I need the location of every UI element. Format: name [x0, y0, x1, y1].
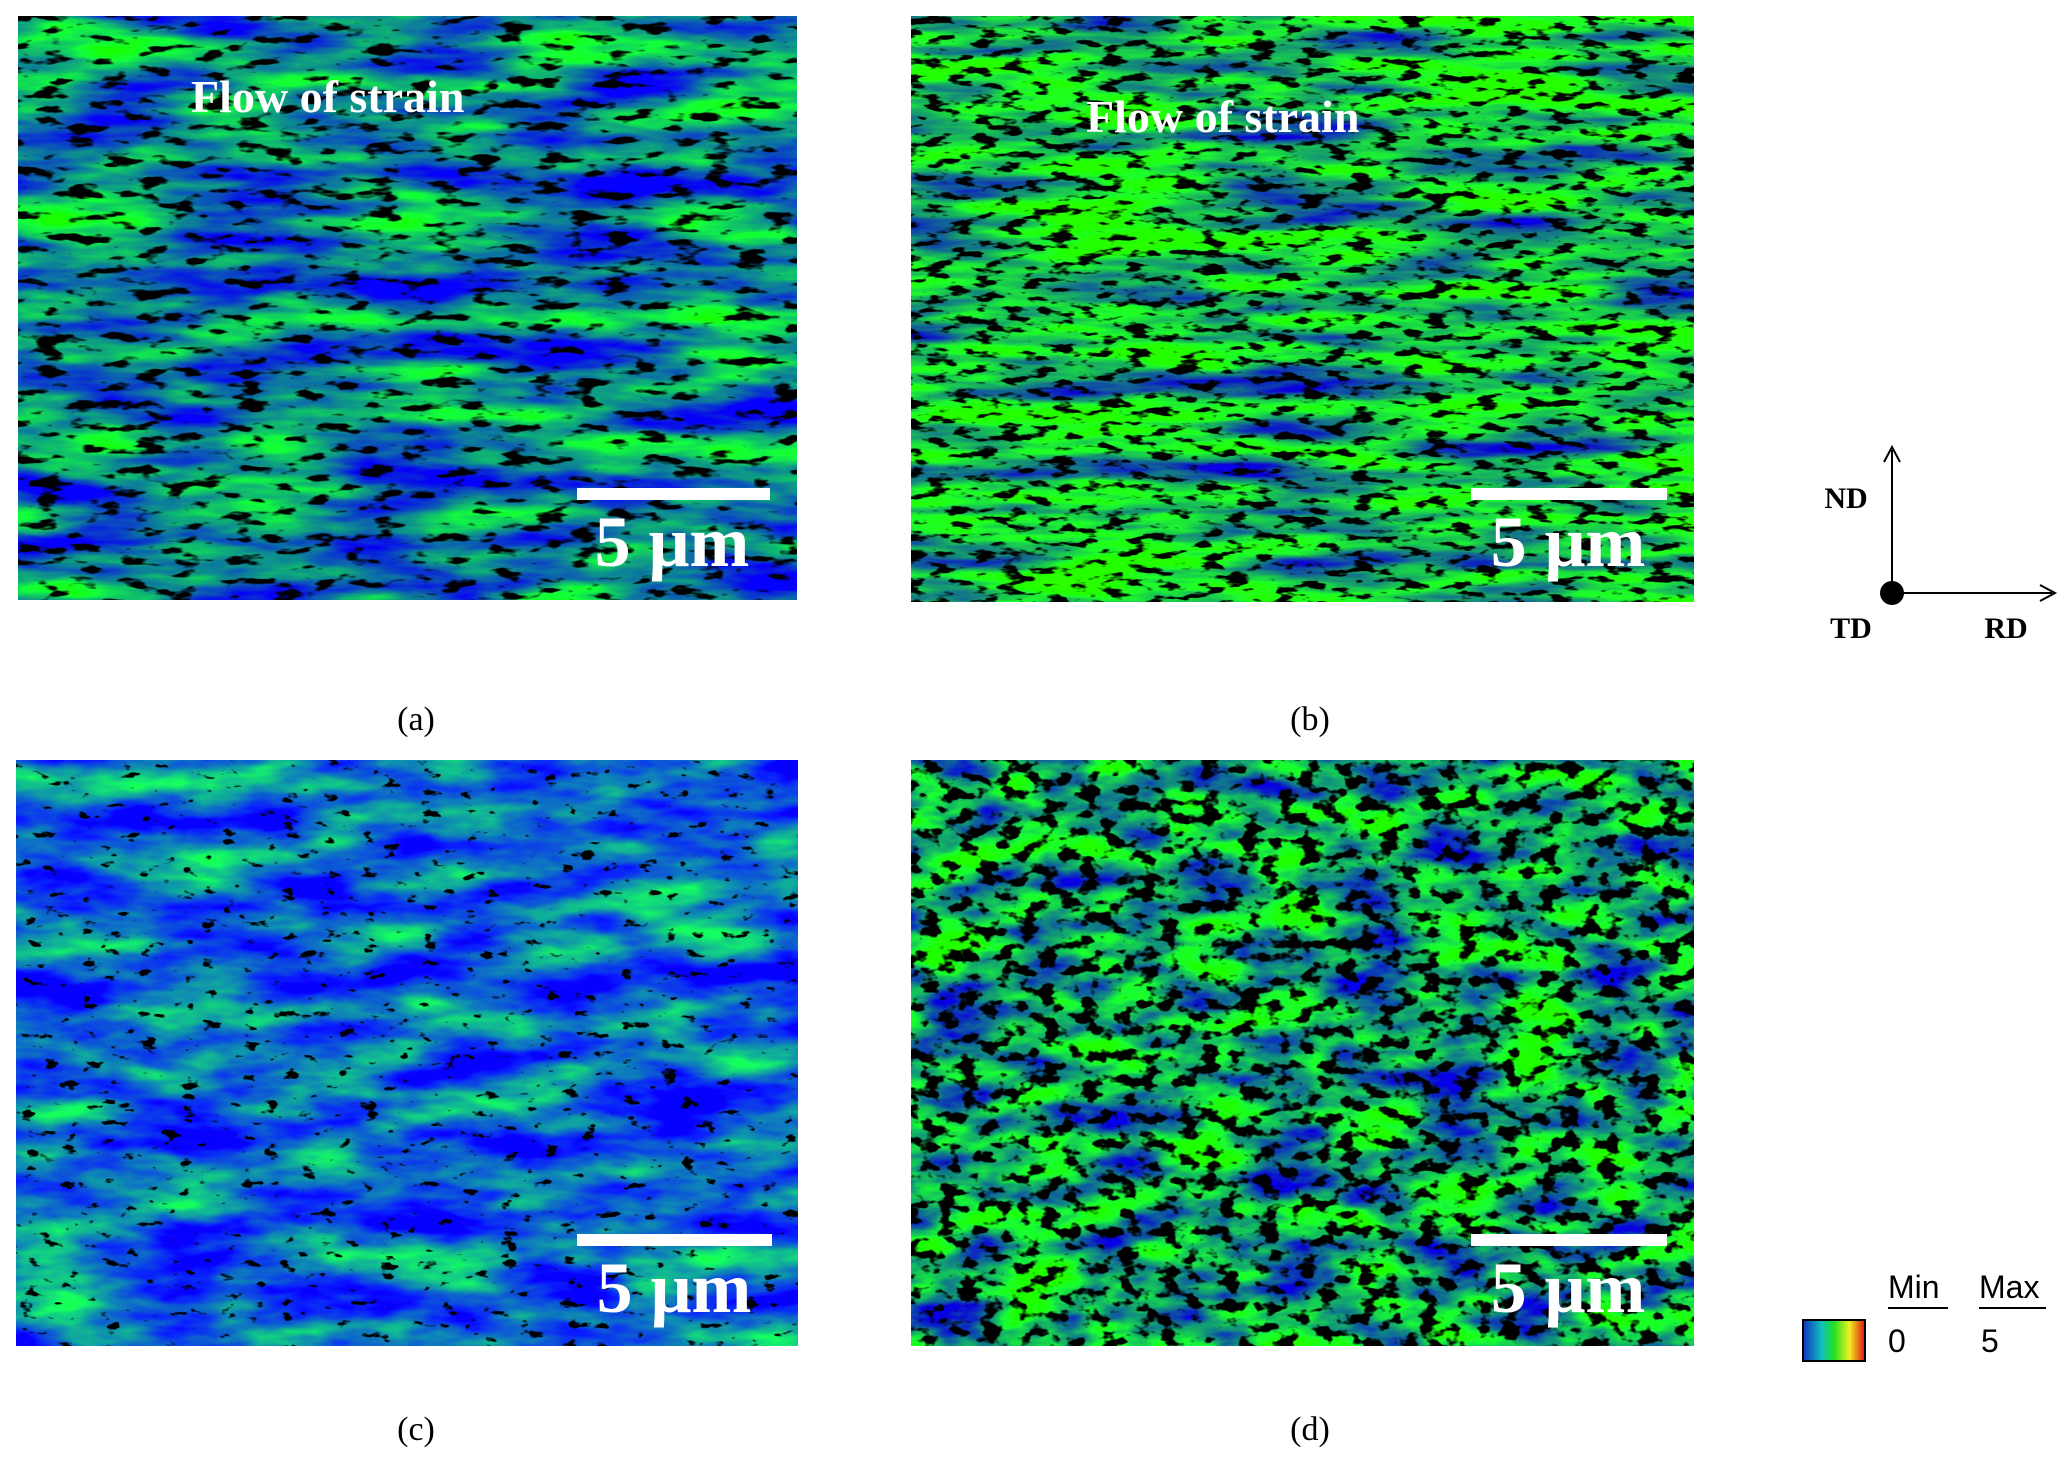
- panel-label: (d): [1290, 1411, 1330, 1448]
- colorbar: [1802, 1319, 1866, 1362]
- panel-label: (a): [397, 701, 435, 738]
- panel-label: (c): [397, 1411, 435, 1448]
- colorbar-label: Max: [1979, 1269, 2039, 1305]
- panel-label: (b): [1290, 701, 1330, 738]
- axis-label: ND: [1824, 482, 1867, 515]
- micrograph: [18, 16, 797, 600]
- origin-dot: [1880, 581, 1904, 605]
- micrograph: [911, 16, 1694, 602]
- annotation: Flow of strain: [1086, 91, 1359, 142]
- scale-label: 5 μm: [1491, 1248, 1646, 1328]
- colorbar-label: Min: [1888, 1269, 1940, 1305]
- scale-label: 5 μm: [595, 502, 750, 582]
- scale-label: 5 μm: [597, 1248, 752, 1328]
- micrograph: [16, 760, 798, 1346]
- colorbar-value: 0: [1888, 1323, 1906, 1359]
- arrow-head: [2039, 584, 2058, 602]
- colorbar-value: 5: [1981, 1323, 1999, 1359]
- axis-label: RD: [1984, 612, 2027, 645]
- annotation: Flow of strain: [191, 71, 464, 122]
- scale-label: 5 μm: [1491, 502, 1646, 582]
- micrograph: [911, 760, 1694, 1346]
- axis-label: TD: [1830, 612, 1872, 645]
- arrow-head: [1883, 444, 1901, 463]
